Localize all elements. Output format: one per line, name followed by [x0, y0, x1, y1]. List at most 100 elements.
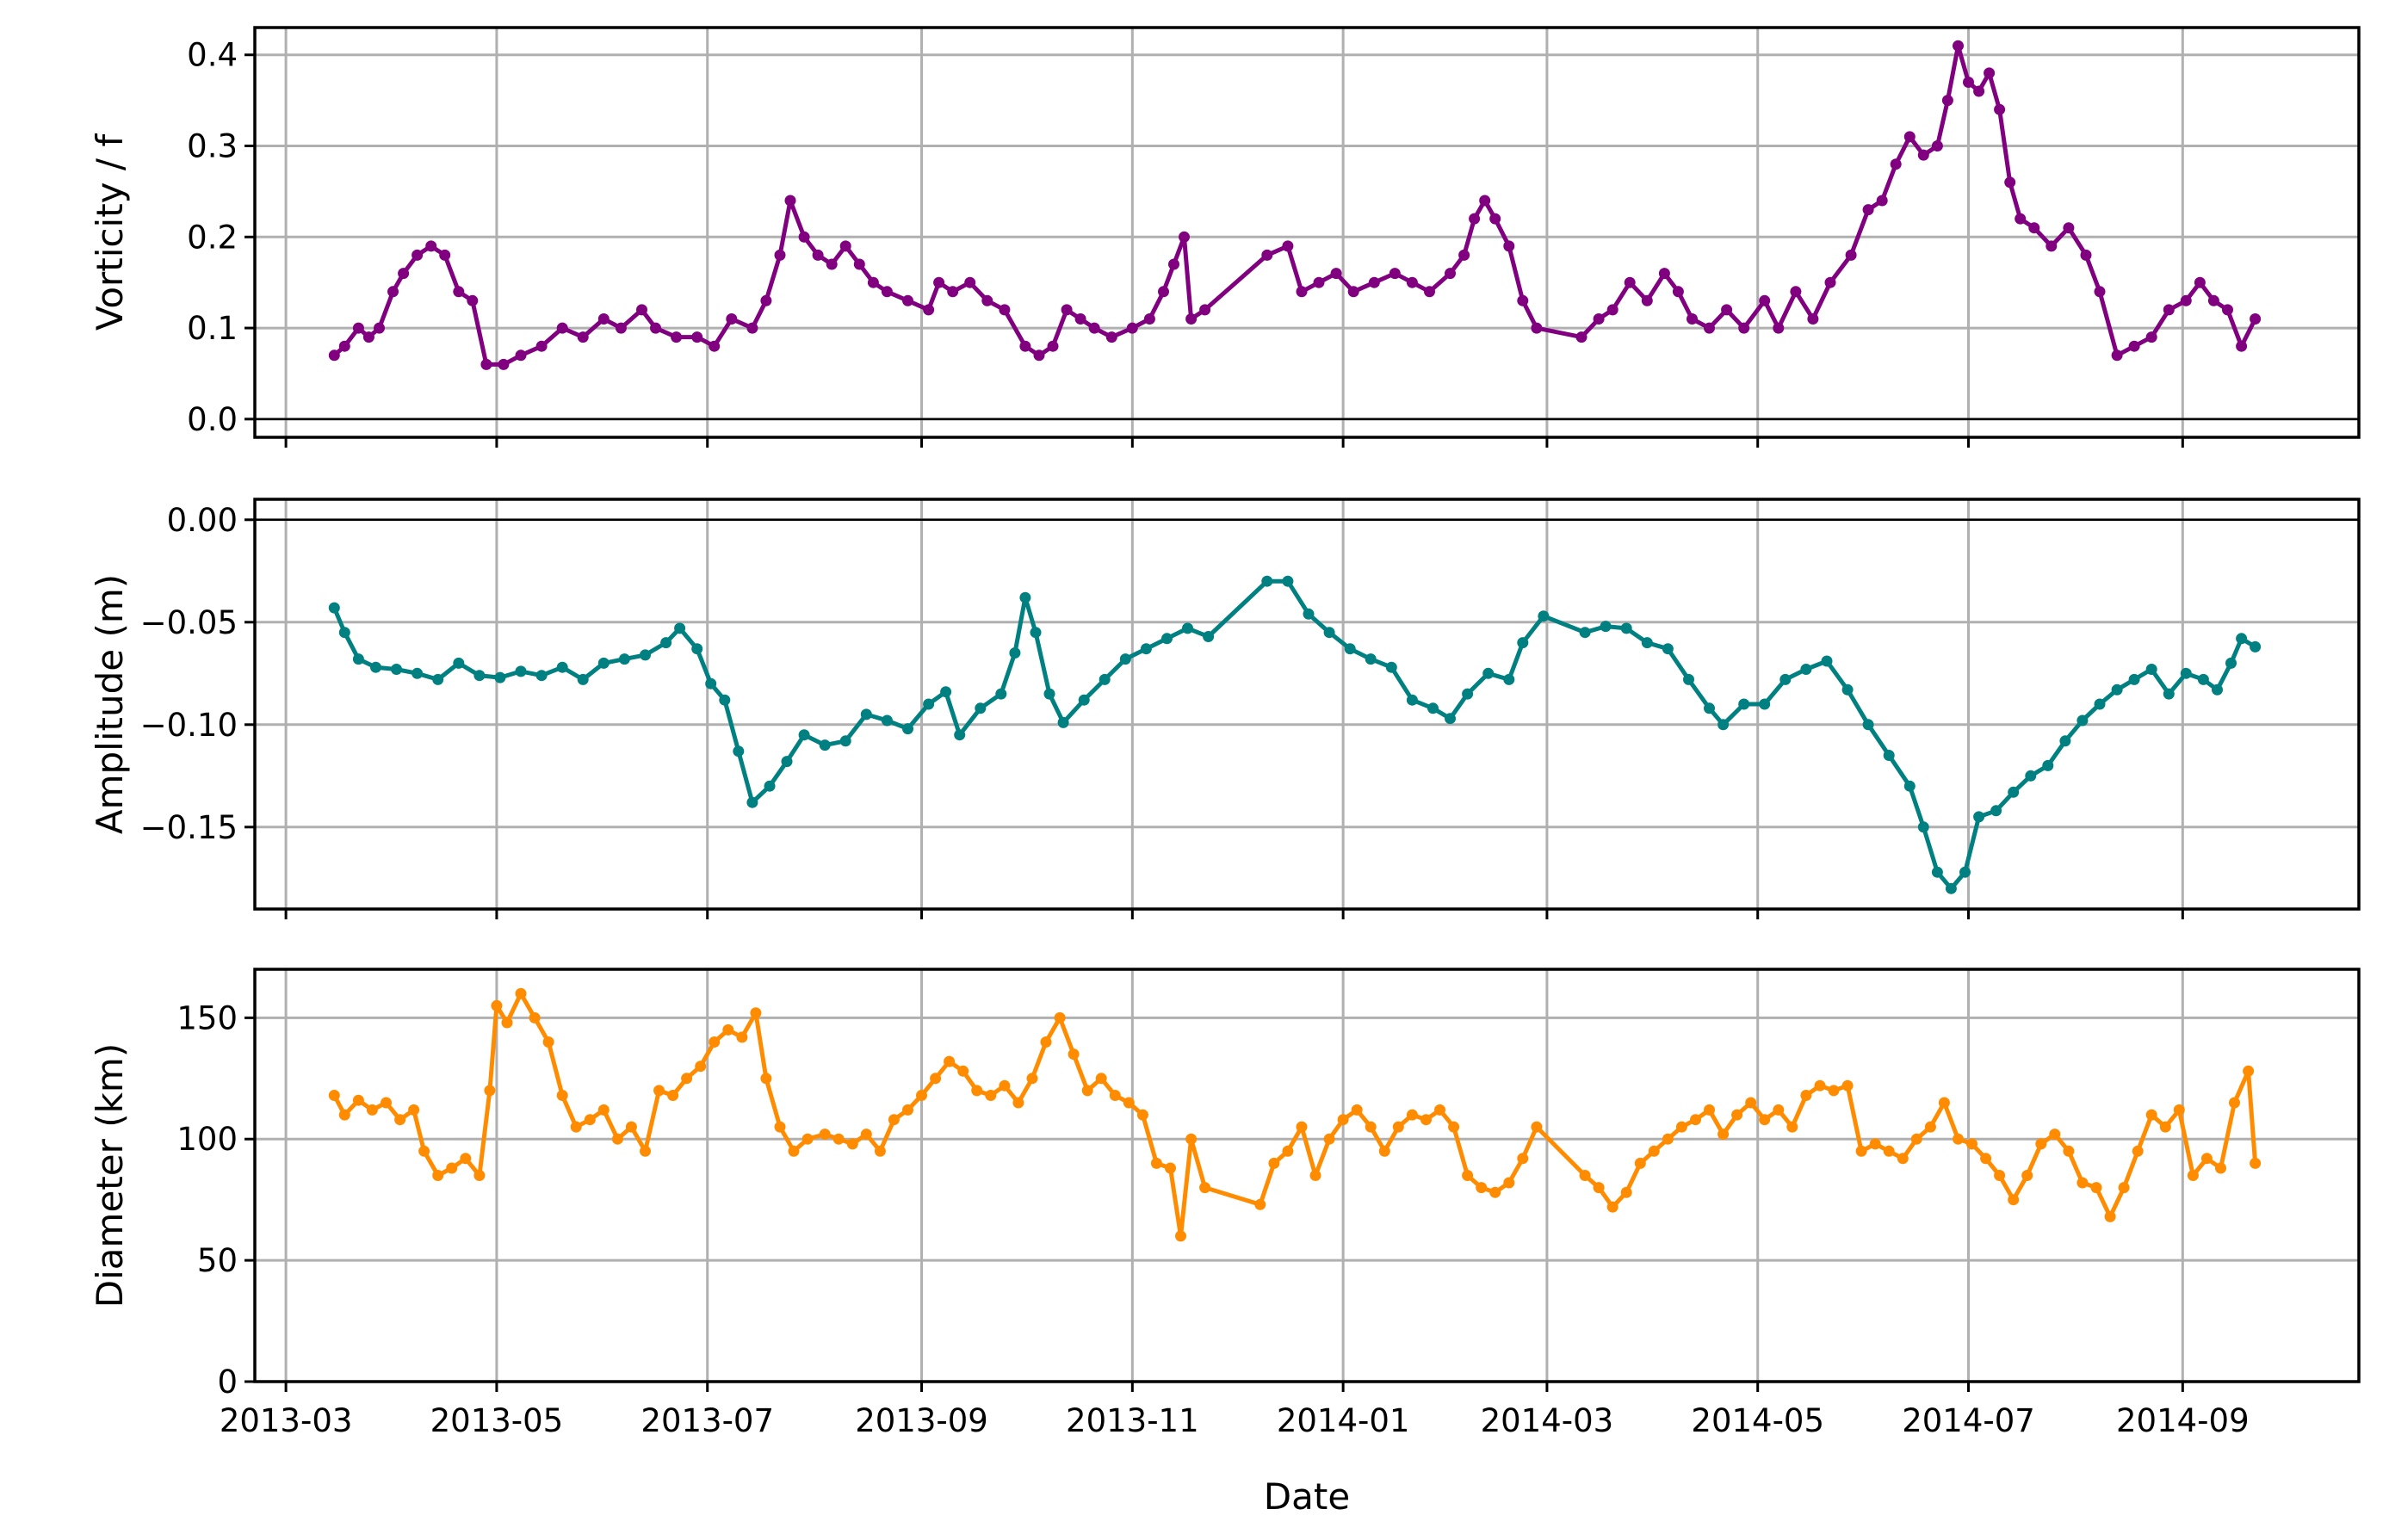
- data-point: [812, 249, 824, 261]
- data-point: [1182, 622, 1193, 634]
- data-point: [650, 322, 661, 334]
- data-point: [366, 1104, 378, 1116]
- data-point: [1445, 713, 1456, 725]
- data-point: [916, 1090, 927, 1101]
- data-point: [556, 322, 568, 334]
- data-point: [1199, 304, 1211, 316]
- data-point: [1779, 673, 1792, 685]
- data-point: [667, 1090, 679, 1101]
- data-point: [1890, 158, 1902, 170]
- data-point: [1624, 276, 1636, 288]
- data-point: [338, 340, 350, 352]
- data-point: [1786, 1121, 1798, 1133]
- data-point: [501, 1017, 513, 1029]
- data-point: [381, 1097, 392, 1109]
- x-tick-label: 2013-03: [220, 1402, 353, 1439]
- data-point: [902, 723, 913, 735]
- data-point: [1161, 633, 1173, 645]
- x-axis-label: Date: [1264, 1475, 1350, 1518]
- data-point: [352, 322, 364, 334]
- y-tick-label: 0: [217, 1364, 238, 1401]
- data-point: [2250, 1157, 2262, 1169]
- data-point: [542, 1036, 554, 1048]
- data-point: [1941, 95, 1953, 107]
- data-point: [1966, 1138, 1977, 1150]
- panel-3: 0 50 100 150 Diameter (km) 2013-03 2013-05 2013…: [89, 968, 2361, 1439]
- data-point: [1672, 286, 1684, 298]
- data-point: [1109, 1090, 1121, 1101]
- data-point: [1620, 622, 1632, 634]
- data-point: [412, 249, 424, 261]
- data-point: [1012, 1097, 1024, 1109]
- data-point: [418, 1145, 430, 1157]
- data-point: [2229, 1097, 2240, 1109]
- y-tick-label: 0.3: [187, 128, 238, 165]
- data-point: [860, 708, 872, 721]
- data-point: [535, 670, 548, 682]
- y-tick-label: 150: [176, 999, 238, 1036]
- data-point: [1503, 240, 1515, 252]
- data-point: [2128, 340, 2140, 352]
- data-point: [515, 349, 527, 362]
- data-point: [1434, 1104, 1445, 1116]
- data-point: [1662, 643, 1674, 655]
- data-point: [439, 249, 451, 261]
- data-point: [328, 602, 340, 614]
- data-point: [2173, 1104, 2185, 1116]
- data-point: [1717, 719, 1730, 731]
- data-point: [1019, 340, 1031, 352]
- data-point: [1445, 268, 1456, 280]
- data-point: [1641, 637, 1653, 649]
- data-point: [981, 294, 993, 306]
- data-point: [498, 358, 510, 370]
- data-point: [1717, 1129, 1730, 1141]
- y-tick-label: 0.2: [187, 219, 238, 256]
- data-point: [746, 796, 758, 808]
- data-point: [1105, 331, 1117, 343]
- data-point: [374, 322, 385, 334]
- data-point: [2180, 294, 2192, 306]
- data-point: [719, 694, 731, 706]
- data-point: [999, 1079, 1011, 1092]
- x-tick-label: 2014-09: [2116, 1402, 2250, 1439]
- data-point: [774, 249, 786, 261]
- data-point: [709, 340, 721, 352]
- x-tick-label: 2013-11: [1066, 1402, 1199, 1439]
- data-point: [1088, 322, 1100, 334]
- data-point: [1150, 1157, 1162, 1169]
- data-point: [923, 304, 935, 316]
- data-point: [2008, 786, 2020, 798]
- data-point: [1323, 1133, 1335, 1145]
- data-point: [1990, 805, 2002, 817]
- y-tick-label: 0.4: [187, 37, 238, 74]
- data-point: [2004, 176, 2016, 189]
- data-point: [954, 729, 966, 741]
- data-point: [2132, 1145, 2144, 1157]
- data-point: [1600, 621, 1612, 633]
- data-point: [2090, 1182, 2102, 1194]
- data-point: [467, 294, 479, 306]
- data-point: [1683, 673, 1694, 685]
- data-point: [709, 1036, 721, 1048]
- data-point: [1185, 313, 1198, 325]
- data-point: [874, 1145, 886, 1157]
- data-point: [1517, 1153, 1529, 1165]
- data-point: [1330, 268, 1342, 280]
- x-tick-label: 2014-03: [1481, 1402, 1614, 1439]
- data-point: [1078, 694, 1090, 706]
- data-point: [1800, 664, 1812, 675]
- data-point: [764, 780, 776, 792]
- data-point: [1427, 702, 1439, 714]
- data-point: [2015, 213, 2027, 225]
- data-point: [2094, 286, 2106, 298]
- data-point: [1579, 1170, 1591, 1181]
- data-point: [1931, 140, 1943, 152]
- data-point: [940, 686, 952, 698]
- data-point: [2200, 1153, 2213, 1165]
- data-point: [408, 1104, 420, 1116]
- data-point: [1489, 1186, 1501, 1198]
- data-point: [2063, 222, 2075, 234]
- data-point: [2028, 222, 2040, 234]
- data-point: [1503, 673, 1515, 685]
